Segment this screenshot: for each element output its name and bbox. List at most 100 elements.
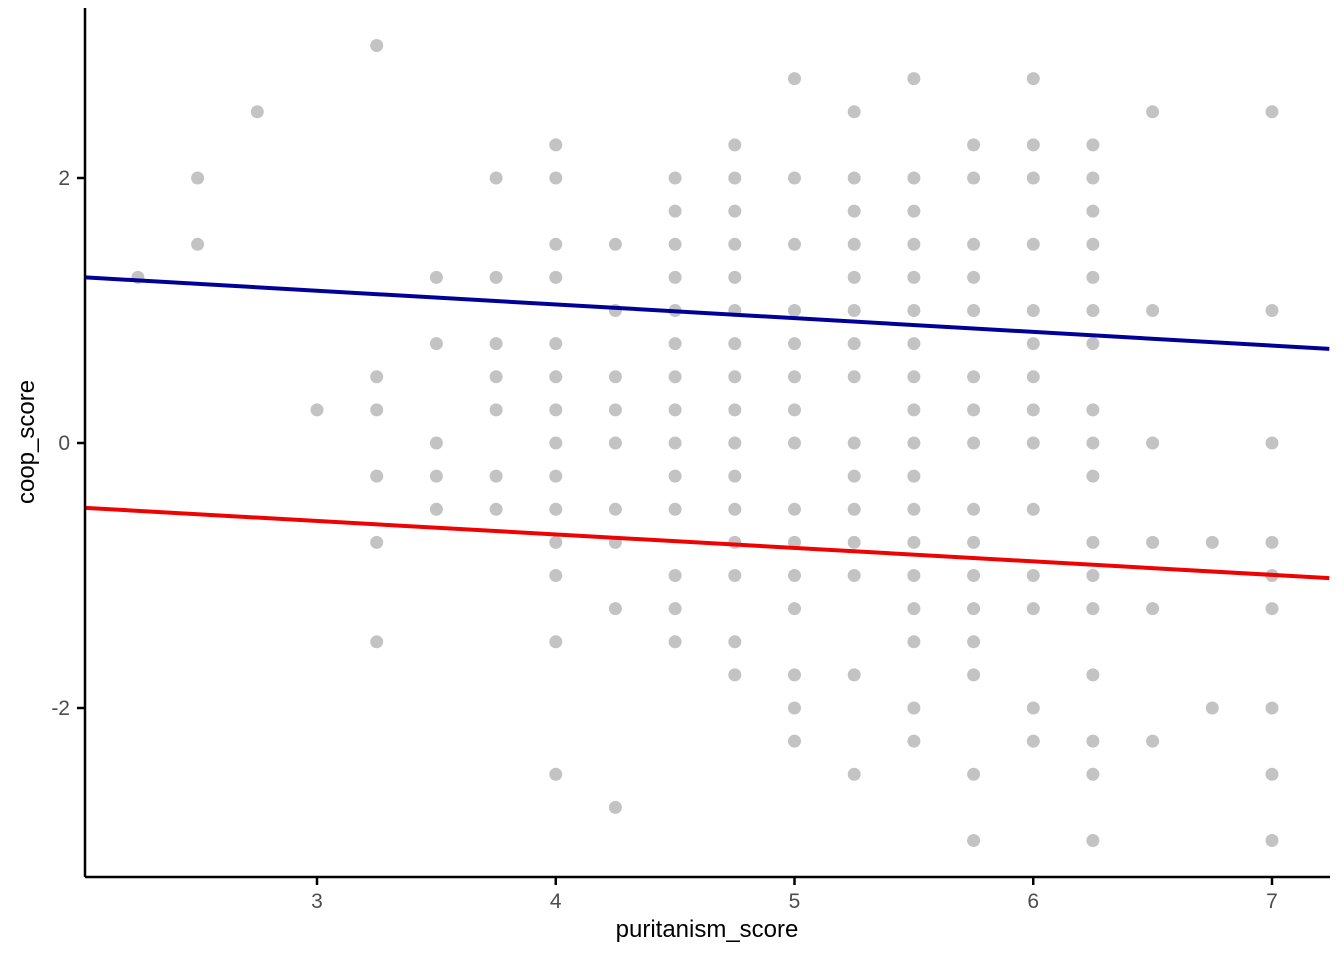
data-point — [967, 270, 981, 284]
data-point — [549, 270, 563, 284]
data-point — [1026, 436, 1040, 450]
data-point — [429, 270, 443, 284]
x-tick-label: 3 — [311, 890, 323, 913]
data-point — [668, 502, 682, 516]
x-axis-title: puritanism_score — [616, 916, 799, 943]
data-point — [847, 204, 861, 218]
data-point — [1146, 602, 1160, 616]
data-point — [1146, 535, 1160, 549]
data-point — [1265, 105, 1279, 119]
data-point — [608, 800, 622, 814]
data-point — [668, 270, 682, 284]
data-point — [1086, 469, 1100, 483]
data-point — [907, 502, 921, 516]
data-point — [1146, 304, 1160, 317]
data-point — [1086, 270, 1100, 284]
data-point — [907, 72, 921, 86]
data-point — [847, 171, 861, 185]
data-point — [788, 237, 801, 251]
data-point — [489, 502, 503, 516]
data-point — [370, 403, 384, 417]
data-point — [1265, 834, 1279, 847]
data-point — [549, 237, 563, 251]
data-point — [1086, 171, 1100, 185]
data-point — [1086, 403, 1100, 417]
data-point — [250, 105, 264, 119]
data-point — [847, 767, 861, 781]
data-point — [1086, 734, 1100, 748]
data-point — [668, 337, 682, 351]
data-point — [310, 403, 324, 417]
data-point — [1026, 72, 1040, 86]
data-point — [967, 171, 981, 185]
data-point — [847, 270, 861, 284]
data-point — [668, 602, 682, 616]
data-point — [370, 39, 384, 52]
data-point — [967, 403, 981, 417]
data-point — [907, 635, 921, 649]
data-point — [788, 701, 801, 715]
data-point — [847, 502, 861, 516]
data-point — [967, 436, 981, 450]
data-point — [1026, 337, 1040, 351]
data-point — [668, 436, 682, 450]
data-point — [370, 535, 384, 549]
data-point — [907, 304, 921, 317]
y-tick-label: 0 — [58, 432, 70, 455]
data-point — [788, 569, 801, 582]
data-point — [1026, 701, 1040, 715]
data-point — [728, 569, 742, 582]
data-point — [1026, 403, 1040, 417]
data-point — [549, 337, 563, 351]
data-point — [549, 535, 563, 549]
data-point — [608, 237, 622, 251]
data-point — [967, 668, 981, 682]
navy-regression-line — [85, 275, 1330, 351]
data-point — [1086, 767, 1100, 781]
data-point — [788, 602, 801, 616]
data-point — [191, 171, 205, 185]
data-point — [967, 502, 981, 516]
data-point — [1265, 436, 1279, 450]
data-point — [728, 403, 742, 417]
data-point — [907, 734, 921, 748]
data-point — [489, 403, 503, 417]
data-point — [1086, 834, 1100, 847]
data-point — [668, 370, 682, 384]
data-point — [907, 337, 921, 351]
data-point — [1265, 535, 1279, 549]
data-point — [1026, 502, 1040, 516]
data-point — [1146, 436, 1160, 450]
data-point — [549, 502, 563, 516]
data-point — [608, 403, 622, 417]
data-point — [549, 436, 563, 450]
data-point — [967, 569, 981, 582]
data-point — [1265, 767, 1279, 781]
data-point — [608, 602, 622, 616]
data-point — [668, 204, 682, 218]
data-point — [489, 337, 503, 351]
data-point — [489, 270, 503, 284]
data-point — [1205, 535, 1219, 549]
data-point — [1146, 734, 1160, 748]
data-point — [907, 602, 921, 616]
data-point — [668, 469, 682, 483]
data-point — [1026, 171, 1040, 185]
data-point — [668, 237, 682, 251]
data-point — [1086, 602, 1100, 616]
data-point — [370, 635, 384, 649]
data-point — [907, 204, 921, 218]
data-point — [429, 502, 443, 516]
regression-lines-layer — [85, 275, 1330, 581]
data-point — [668, 403, 682, 417]
data-point — [907, 436, 921, 450]
data-point — [728, 270, 742, 284]
data-point — [1026, 138, 1040, 152]
data-point — [847, 337, 861, 351]
data-point — [728, 502, 742, 516]
data-point — [907, 469, 921, 483]
data-point — [788, 304, 801, 317]
data-point — [788, 403, 801, 417]
data-point — [728, 668, 742, 682]
